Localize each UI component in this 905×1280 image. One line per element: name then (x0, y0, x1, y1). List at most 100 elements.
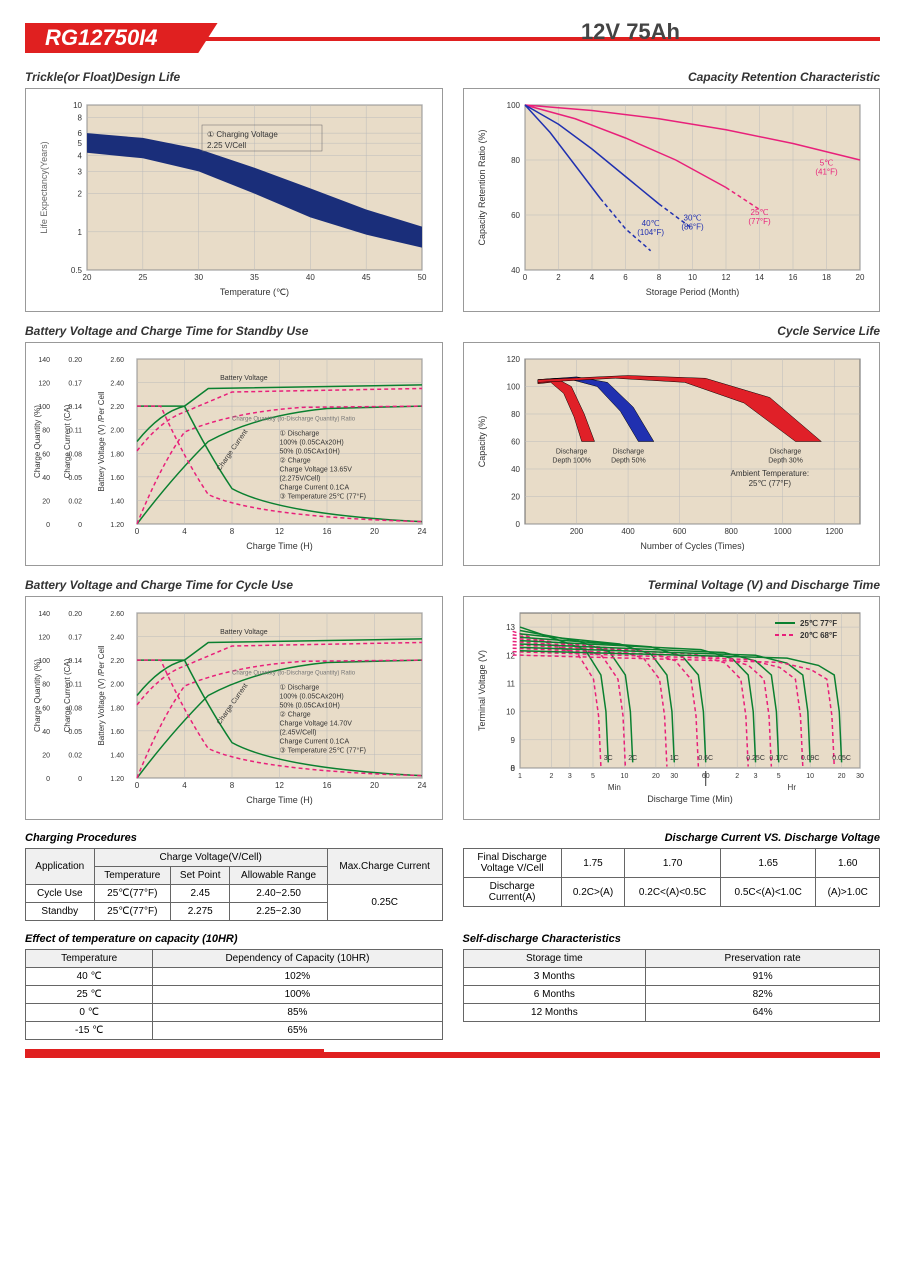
footer-bar (25, 1052, 880, 1058)
svg-text:2: 2 (78, 190, 83, 199)
svg-text:0: 0 (78, 776, 82, 783)
svg-text:1.60: 1.60 (110, 729, 124, 736)
svg-text:200: 200 (569, 527, 583, 536)
svg-text:20℃ 68°F: 20℃ 68°F (800, 631, 837, 640)
svg-text:80: 80 (42, 428, 50, 435)
th-ar: Allowable Range (230, 867, 327, 885)
table-row: Cycle Use 25℃(77°F) 2.45 2.40~2.50 0.25C (26, 885, 443, 903)
charging-table: Application Charge Voltage(V/Cell) Max.C… (25, 848, 443, 921)
svg-text:5: 5 (78, 139, 83, 148)
svg-text:2: 2 (549, 773, 553, 780)
cycle-life-chart: 20040060080010001200020406080100120Disch… (463, 342, 881, 566)
svg-text:45: 45 (362, 273, 371, 282)
svg-text:2.20: 2.20 (110, 404, 124, 411)
svg-text:20: 20 (42, 752, 50, 759)
svg-text:2.00: 2.00 (110, 428, 124, 435)
th-app: Application (26, 849, 95, 885)
svg-text:0.02: 0.02 (68, 498, 82, 505)
svg-text:3: 3 (753, 773, 757, 780)
retention-chart: 024681012141618204060801005℃(41°F)25℃(77… (463, 88, 881, 312)
svg-text:Charge Quantity (%): Charge Quantity (%) (33, 659, 42, 732)
svg-text:60: 60 (511, 211, 520, 220)
svg-text:Charge Current 0.1CA: Charge Current 0.1CA (280, 739, 350, 746)
svg-text:5℃: 5℃ (819, 159, 832, 168)
svg-text:Charge Current (CA): Charge Current (CA) (63, 658, 72, 732)
standby-chart: 04812162024001.20200.021.40400.051.60600… (25, 342, 443, 566)
svg-text:40: 40 (42, 729, 50, 736)
svg-text:60: 60 (42, 705, 50, 712)
trickle-title: Trickle(or Float)Design Life (25, 70, 443, 84)
table-row: -15 ℃65% (26, 1022, 443, 1040)
svg-text:Discharge: Discharge (555, 449, 587, 456)
cycle-charge-chart: 04812162024001.20200.021.40400.051.60600… (25, 596, 443, 820)
svg-text:11: 11 (506, 679, 515, 688)
svg-text:8: 8 (656, 273, 661, 282)
svg-text:Min: Min (607, 783, 620, 792)
svg-text:20: 20 (837, 773, 845, 780)
svg-text:80: 80 (42, 682, 50, 689)
svg-text:2.40: 2.40 (110, 635, 124, 642)
table-row: Final Discharge Voltage V/Cell 1.75 1.70… (463, 849, 880, 878)
svg-text:2.60: 2.60 (110, 611, 124, 618)
svg-text:0: 0 (46, 522, 50, 529)
svg-text:140: 140 (38, 357, 50, 364)
cycle-life-title: Cycle Service Life (463, 324, 881, 338)
svg-text:80: 80 (511, 156, 520, 165)
svg-text:40: 40 (511, 465, 520, 474)
svg-text:(86°F): (86°F) (681, 223, 704, 232)
discharge-table: Final Discharge Voltage V/Cell 1.75 1.70… (463, 848, 881, 907)
svg-text:10: 10 (506, 708, 515, 717)
svg-text:400: 400 (621, 527, 635, 536)
svg-text:0.05C: 0.05C (832, 755, 851, 762)
svg-text:3: 3 (78, 167, 83, 176)
table-row: 0 ℃85% (26, 1004, 443, 1022)
svg-text:4: 4 (182, 781, 187, 790)
svg-text:25: 25 (138, 273, 147, 282)
spec-text: 12V 75Ah (581, 19, 680, 45)
svg-text:25℃ (77°F): 25℃ (77°F) (748, 479, 791, 488)
svg-text:60: 60 (42, 451, 50, 458)
svg-text:12: 12 (721, 273, 730, 282)
svg-text:18: 18 (822, 273, 831, 282)
svg-text:2.00: 2.00 (110, 682, 124, 689)
svg-text:① Discharge: ① Discharge (280, 684, 320, 692)
svg-text:1.40: 1.40 (110, 752, 124, 759)
svg-text:20: 20 (511, 493, 520, 502)
svg-text:20: 20 (370, 781, 379, 790)
svg-text:2.25 V/Cell: 2.25 V/Cell (207, 141, 246, 150)
svg-text:0: 0 (46, 776, 50, 783)
svg-text:10: 10 (806, 773, 814, 780)
svg-text:0: 0 (135, 527, 140, 536)
svg-text:2C: 2C (628, 755, 637, 762)
svg-text:14: 14 (755, 273, 764, 282)
table-row: Discharge Current(A) 0.2C>(A) 0.2C<(A)<0… (463, 878, 880, 907)
svg-text:0: 0 (522, 273, 527, 282)
standby-title: Battery Voltage and Charge Time for Stan… (25, 324, 443, 338)
svg-text:80: 80 (511, 410, 520, 419)
svg-text:Number of Cycles (Times): Number of Cycles (Times) (640, 541, 744, 551)
svg-text:1000: 1000 (773, 527, 791, 536)
th-sp: Set Point (171, 867, 230, 885)
svg-text:(2.45V/Cell): (2.45V/Cell) (280, 730, 317, 737)
trickle-chart: 202530354045500.5123456810① Charging Vol… (25, 88, 443, 312)
svg-text:24: 24 (418, 527, 427, 536)
svg-text:Charge Quantity (%): Charge Quantity (%) (33, 405, 42, 478)
svg-text:20: 20 (651, 773, 659, 780)
svg-text:(104°F): (104°F) (637, 228, 664, 237)
self-discharge-title: Self-discharge Characteristics (463, 933, 881, 945)
svg-text:9: 9 (510, 736, 515, 745)
svg-text:0.6C: 0.6C (698, 755, 713, 762)
svg-text:③ Temperature 25℃ (77°F): ③ Temperature 25℃ (77°F) (280, 493, 366, 501)
table-row: 25 ℃100% (26, 986, 443, 1004)
svg-text:Charge Time (H): Charge Time (H) (246, 795, 313, 805)
svg-text:12: 12 (275, 527, 284, 536)
svg-text:40: 40 (511, 266, 520, 275)
svg-text:Temperature (℃): Temperature (℃) (220, 287, 289, 297)
svg-text:1: 1 (78, 228, 83, 237)
svg-text:20: 20 (83, 273, 92, 282)
svg-text:24: 24 (418, 781, 427, 790)
svg-text:100: 100 (506, 101, 520, 110)
svg-text:0.20: 0.20 (68, 611, 82, 618)
svg-text:2.40: 2.40 (110, 381, 124, 388)
svg-text:120: 120 (38, 635, 50, 642)
